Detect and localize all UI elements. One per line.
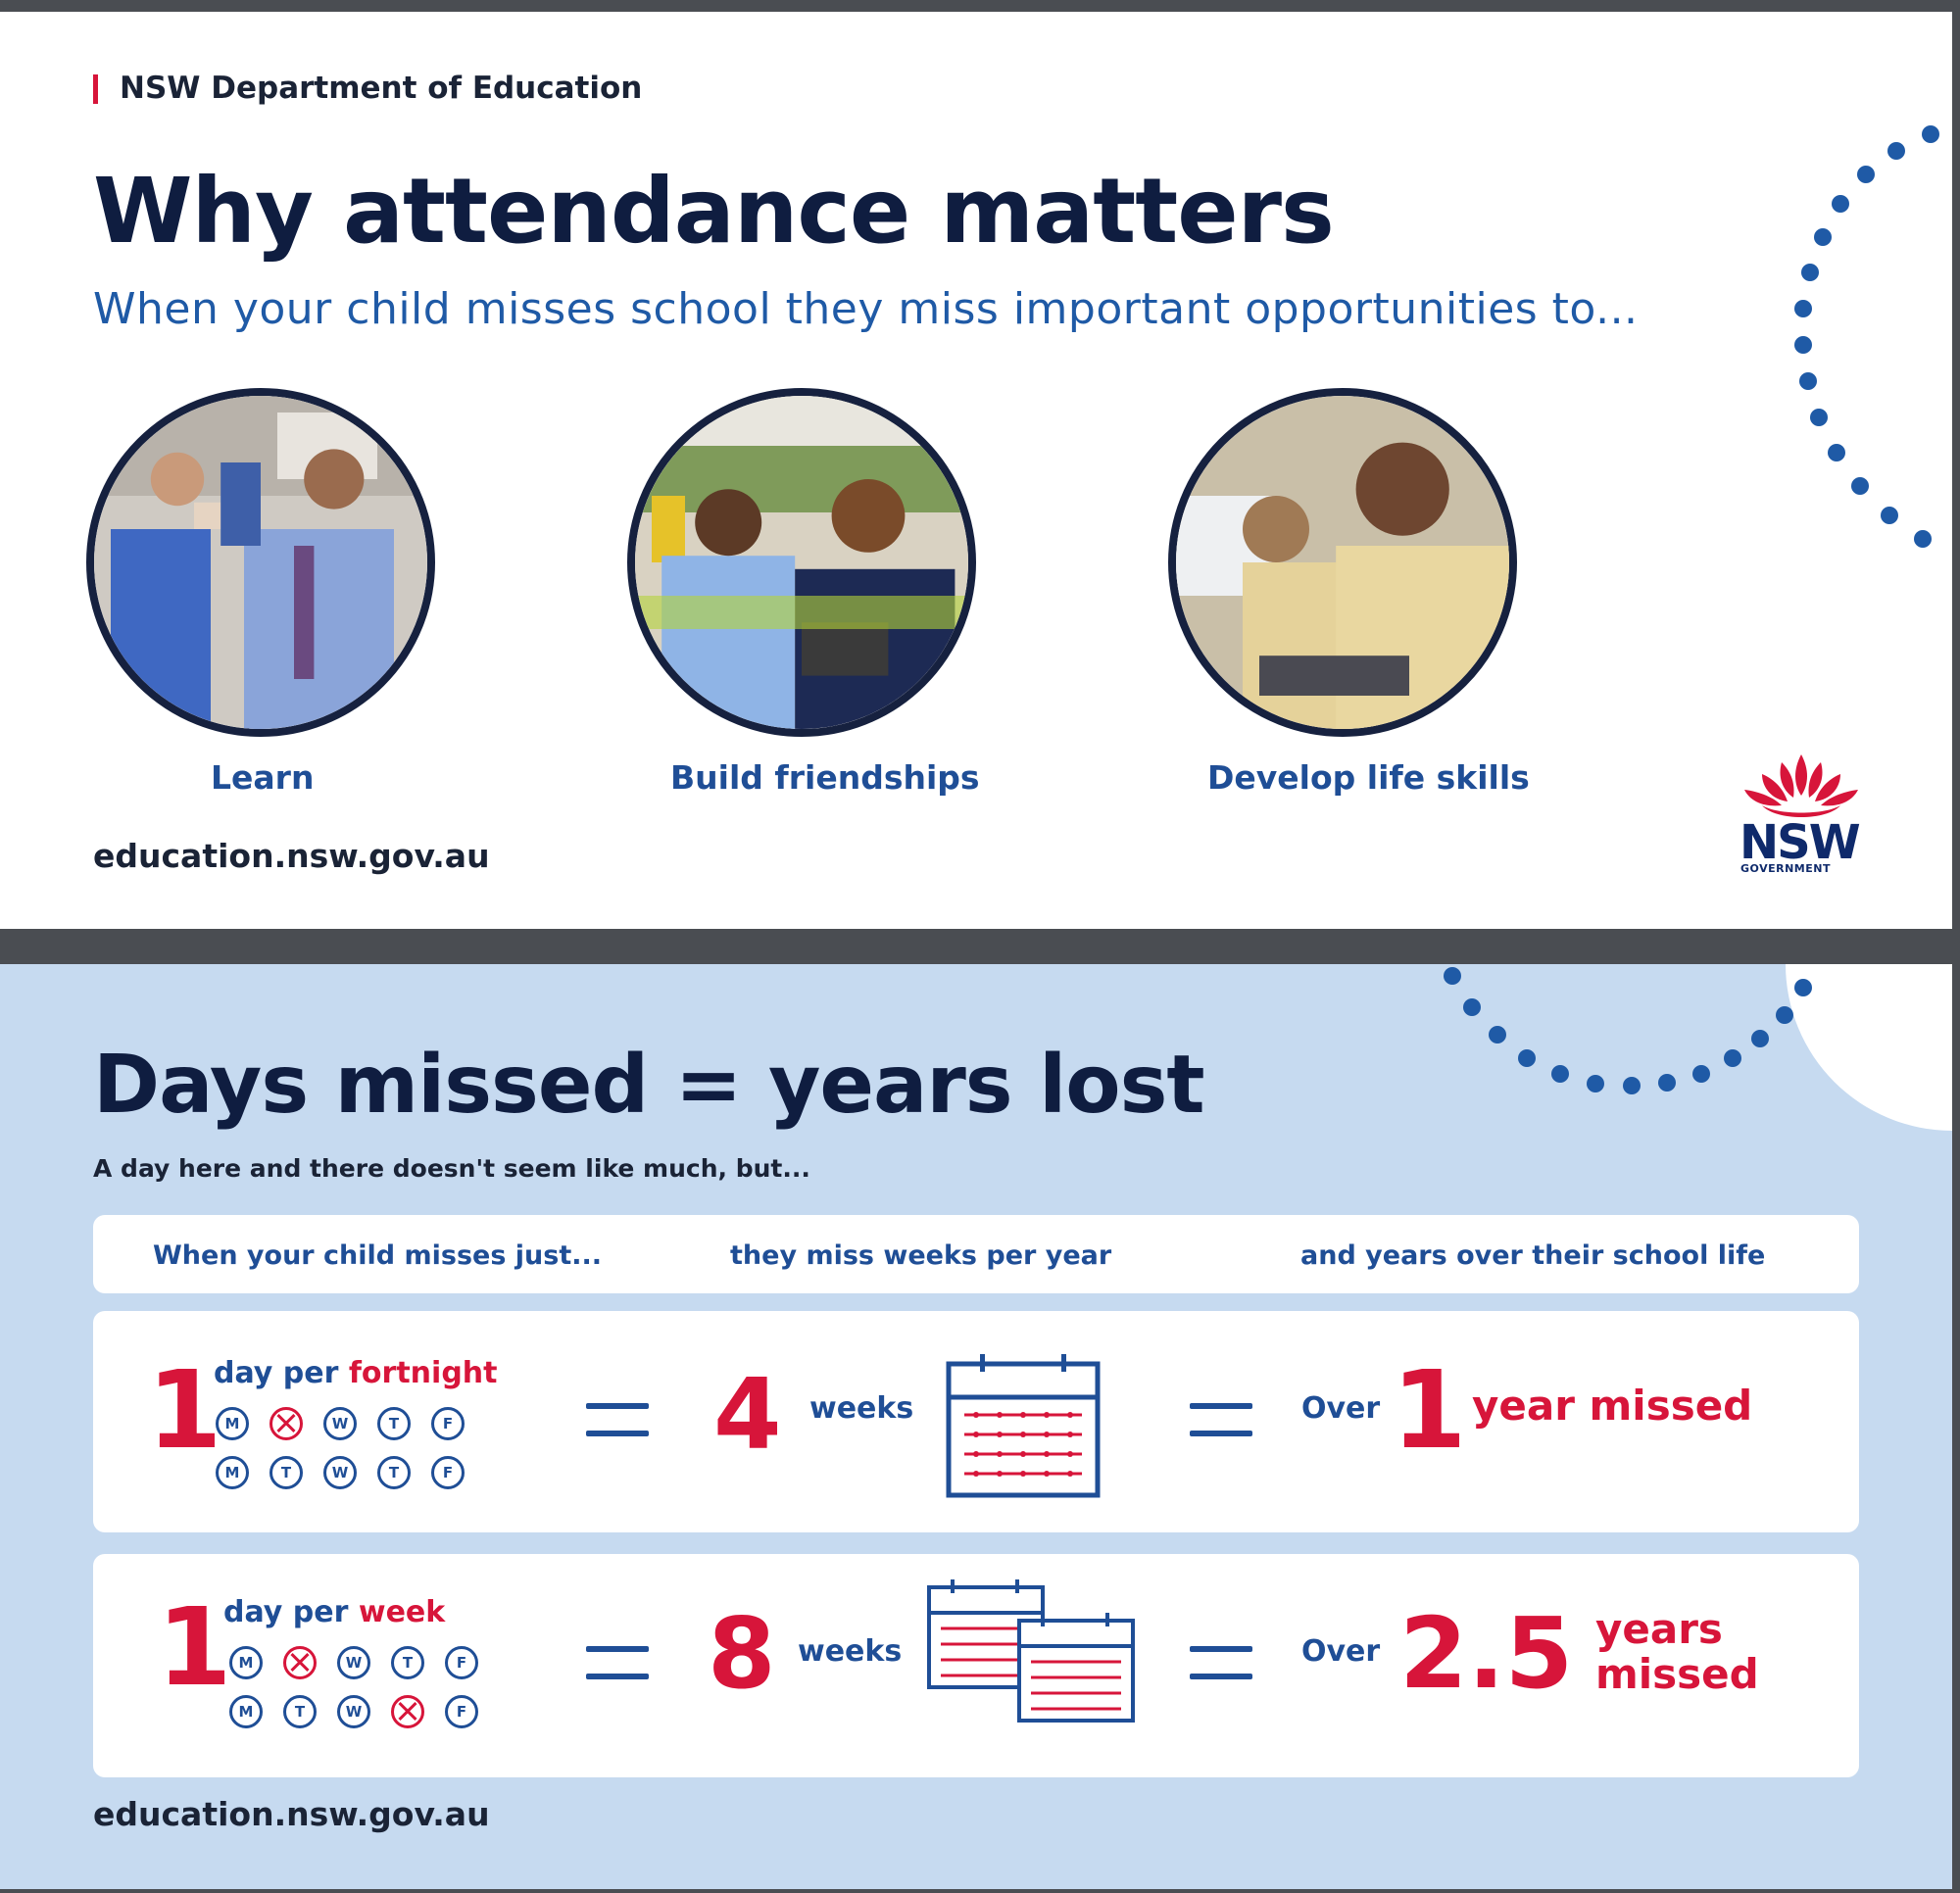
website-url-bottom[interactable]: education.nsw.gov.au [93, 1795, 490, 1833]
calendar-icon [946, 1354, 1101, 1498]
learn-photo [86, 388, 435, 737]
day-friday: F [431, 1456, 465, 1489]
row1-freq-word: fortnight [348, 1356, 498, 1390]
day-monday: M [216, 1456, 249, 1489]
section-title: Days missed = years lost [93, 1039, 1205, 1132]
equals-sign [586, 1646, 649, 1679]
day-wednesday: W [323, 1456, 357, 1489]
row2-frequency: day per week [223, 1595, 445, 1629]
day-thursday: T [391, 1646, 424, 1679]
day-thursday: T [377, 1456, 411, 1489]
days-missed-card: Days missed = years lost A day here and … [0, 964, 1952, 1889]
day-wednesday: W [323, 1407, 357, 1440]
row2-freq-prefix: day per [223, 1595, 349, 1629]
day-monday: M [229, 1646, 263, 1679]
day-tuesday: T [270, 1456, 303, 1489]
column-header-misses: When your child misses just... [153, 1240, 603, 1271]
row2-day-count: 1 [157, 1584, 232, 1710]
friendships-caption: Build friendships [670, 758, 980, 797]
day-monday: M [229, 1695, 263, 1728]
nsw-waratah-logo [1744, 754, 1858, 817]
department-accent-bar [93, 74, 98, 104]
attendance-card: NSW Department of Education Why attendan… [0, 12, 1952, 929]
day-friday: F [445, 1695, 478, 1728]
department-name: NSW Department of Education [120, 71, 643, 106]
day-thursday-missed: T [391, 1695, 424, 1728]
day-thursday: T [377, 1407, 411, 1440]
row2-years-label-1: years [1595, 1605, 1723, 1653]
equals-sign [1190, 1646, 1252, 1679]
friendships-photo [627, 388, 976, 737]
row1-weeks-label: weeks [809, 1391, 914, 1426]
page-title: Why attendance matters [93, 159, 1335, 264]
page-subtitle: When your child misses school they miss … [93, 284, 1639, 334]
row1-day-count: 1 [147, 1347, 222, 1473]
equals-sign [1190, 1403, 1252, 1436]
column-header-years: and years over their school life [1300, 1240, 1766, 1271]
row2-weeks-label: weeks [798, 1634, 903, 1669]
learn-caption: Learn [211, 758, 315, 797]
day-wednesday: W [337, 1695, 370, 1728]
decorative-dot-arc [1794, 125, 1939, 548]
row2-weeks-value: 8 [708, 1596, 776, 1711]
row2-freq-word: week [358, 1595, 446, 1629]
nsw-logo-word: NSW [1740, 815, 1861, 870]
decorative-dot-arc-bottom [1444, 964, 1952, 1131]
day-tuesday: T [283, 1695, 317, 1728]
day-friday: F [445, 1646, 478, 1679]
row2-years-value: 2.5 [1399, 1596, 1574, 1711]
website-url[interactable]: education.nsw.gov.au [93, 837, 490, 875]
row1-over-label: Over [1301, 1391, 1381, 1426]
equals-sign [586, 1403, 649, 1436]
row1-years-value: 1 [1392, 1347, 1467, 1473]
day-tuesday-missed: T [283, 1646, 317, 1679]
row2-over-label: Over [1301, 1634, 1381, 1669]
day-friday: F [431, 1407, 465, 1440]
row1-freq-prefix: day per [214, 1356, 339, 1390]
two-calendars-icon [927, 1579, 1135, 1723]
column-header-panel [93, 1215, 1859, 1293]
row1-frequency: day per fortnight [214, 1356, 498, 1390]
life-skills-caption: Develop life skills [1207, 758, 1530, 797]
column-header-weeks: they miss weeks per year [730, 1240, 1112, 1271]
day-tuesday-missed: T [270, 1407, 303, 1440]
day-monday: M [216, 1407, 249, 1440]
row1-weeks-value: 4 [713, 1357, 782, 1472]
nsw-logo-subtext: GOVERNMENT [1740, 862, 1831, 875]
day-wednesday: W [337, 1646, 370, 1679]
section-subtitle: A day here and there doesn't seem like m… [93, 1154, 810, 1183]
life-skills-photo [1168, 388, 1517, 737]
row2-years-label-2: missed [1595, 1650, 1759, 1698]
row1-years-label: year missed [1472, 1382, 1753, 1430]
